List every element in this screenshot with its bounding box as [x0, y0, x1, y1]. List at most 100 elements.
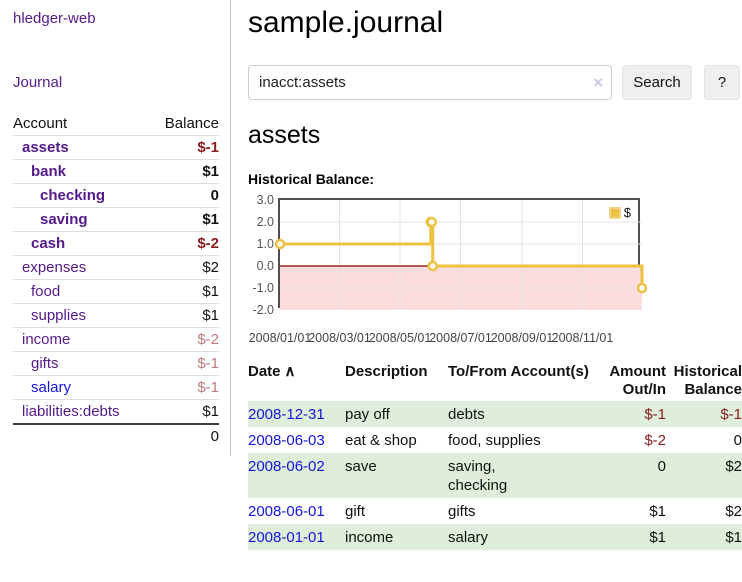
- account-balance: $1: [202, 403, 219, 420]
- legend-label: $: [623, 205, 631, 220]
- y-axis-tick-label: 1.0: [256, 237, 274, 251]
- account-balance: $1: [202, 283, 219, 300]
- accounts-total-value: 0: [210, 428, 219, 445]
- transaction-balance: $1: [725, 529, 742, 546]
- account-balance: $-1: [197, 379, 219, 396]
- sidebar-item-journal[interactable]: Journal: [13, 74, 63, 91]
- account-balance: 0: [210, 187, 219, 204]
- sidebar: hledger-web Journal Account Balance asse…: [0, 0, 231, 456]
- account-balance: $1: [202, 211, 219, 228]
- register-header-date: Date ∧: [248, 363, 296, 380]
- transaction-amount: $-2: [644, 432, 666, 449]
- account-link[interactable]: bank: [31, 163, 67, 180]
- account-link[interactable]: liabilities:debts: [22, 403, 120, 420]
- x-axis-tick-label: 2008/11/01: [551, 331, 614, 345]
- register-header-accounts: To/From Account(s): [448, 363, 589, 380]
- account-link[interactable]: assets: [22, 139, 69, 156]
- register-row: 2008-01-01 income salary $1 $1: [248, 524, 742, 550]
- main-content: sample.journal × Search ? assets Histori…: [248, 0, 742, 550]
- transaction-amount: $1: [649, 503, 666, 520]
- app-brand-link[interactable]: hledger-web: [13, 10, 96, 27]
- y-axis-tick-label: 2.0: [256, 215, 274, 229]
- transaction-description: income: [345, 529, 394, 546]
- y-axis-tick-label: 0.0: [256, 259, 274, 273]
- chart-x-axis-labels: 2008/01/01 2008/03/01 2008/05/01 2008/07/01…: [249, 328, 742, 345]
- x-axis-tick-label: 2008/03/01: [308, 331, 371, 345]
- account-balance: $-1: [197, 139, 219, 156]
- transaction-date-link[interactable]: 2008-06-03: [248, 432, 325, 449]
- sidebar-account-row: expenses $2: [13, 255, 219, 279]
- transaction-date-link[interactable]: 2008-01-01: [248, 529, 325, 546]
- transaction-amount: 0: [657, 458, 666, 475]
- transaction-date-link[interactable]: 2008-12-31: [248, 406, 325, 423]
- sidebar-account-row: assets $-1: [13, 135, 219, 159]
- transaction-date-link[interactable]: 2008-06-01: [248, 503, 325, 520]
- transaction-balance: $2: [725, 458, 742, 475]
- sidebar-account-row: bank $1: [13, 159, 219, 183]
- y-axis-tick-label: -2.0: [252, 303, 274, 317]
- data-point-marker: [274, 238, 286, 250]
- search-form: × Search ?: [248, 65, 742, 100]
- transaction-accounts: food, supplies: [448, 432, 541, 449]
- accounts-table: Account Balance assets $-1 bank $1 checking 0…: [13, 112, 219, 448]
- transaction-amount: $-1: [644, 406, 666, 423]
- sidebar-account-row: cash $-2: [13, 231, 219, 255]
- legend-swatch-icon: [608, 206, 621, 219]
- x-axis-tick-label: 2008/09/01: [490, 331, 554, 345]
- chart-legend: $: [606, 204, 633, 221]
- accounts-total-row: 0: [13, 423, 219, 448]
- account-balance: $2: [202, 259, 219, 276]
- register-header-balance: Historical Balance: [673, 363, 742, 398]
- transaction-description: eat & shop: [345, 432, 417, 449]
- x-axis-tick-label: 2008/01/01: [248, 331, 312, 345]
- account-link[interactable]: gifts: [31, 355, 59, 372]
- sidebar-account-row: income $-2: [13, 327, 219, 351]
- search-button[interactable]: Search: [622, 65, 692, 100]
- transaction-amount: $1: [649, 529, 666, 546]
- sidebar-account-row: checking 0: [13, 183, 219, 207]
- sidebar-account-row: liabilities:debts $1: [13, 399, 219, 423]
- chart-plot-area[interactable]: $: [274, 198, 648, 310]
- account-link[interactable]: expenses: [22, 259, 87, 276]
- register-header-description: Description: [345, 363, 428, 380]
- account-link[interactable]: income: [22, 331, 71, 348]
- account-link[interactable]: supplies: [31, 307, 87, 324]
- account-balance: $1: [202, 307, 219, 324]
- account-link[interactable]: food: [31, 283, 61, 300]
- account-balance: $-1: [197, 355, 219, 372]
- register-row: 2008-12-31 pay off debts $-1 $-1: [248, 401, 742, 427]
- account-balance: $-2: [197, 331, 219, 348]
- account-heading: assets: [248, 121, 321, 149]
- account-link[interactable]: saving: [40, 211, 88, 228]
- register-table: Date ∧ Description To/From Account(s) Amo…: [248, 361, 742, 550]
- transaction-accounts: gifts: [448, 503, 476, 520]
- account-link[interactable]: cash: [31, 235, 66, 252]
- register-row: 2008-06-02 save saving, checking 0 $2: [248, 453, 742, 498]
- account-balance: $1: [202, 163, 219, 180]
- search-input[interactable]: [248, 65, 612, 100]
- account-balance: $-2: [197, 235, 219, 252]
- transaction-description: pay off: [345, 406, 390, 423]
- transaction-date-link[interactable]: 2008-06-02: [248, 458, 325, 475]
- transaction-balance: $2: [725, 503, 742, 520]
- transaction-accounts: debts: [448, 406, 485, 423]
- x-axis-tick-label: 2008/07/01: [429, 331, 492, 345]
- y-axis-tick-label: -1.0: [252, 281, 274, 295]
- transaction-balance: $-1: [720, 406, 742, 423]
- accounts-header-account: Account: [13, 115, 68, 132]
- register-row: 2008-06-03 eat & shop food, supplies $-2 0: [248, 427, 742, 453]
- sidebar-account-row: food $1: [13, 279, 219, 303]
- sidebar-account-row: salary $-1: [13, 375, 219, 399]
- sidebar-account-row: saving $1: [13, 207, 219, 231]
- register-row: 2008-06-01 gift gifts $1 $2: [248, 498, 742, 524]
- clear-search-icon[interactable]: ×: [593, 73, 603, 92]
- register-header-amount: Amount Out/In: [609, 363, 666, 398]
- account-link[interactable]: checking: [40, 187, 106, 204]
- accounts-table-header: Account Balance: [13, 112, 219, 135]
- account-link[interactable]: salary: [31, 379, 72, 396]
- help-button[interactable]: ?: [704, 65, 740, 100]
- data-point-marker: [426, 216, 437, 228]
- sidebar-account-row: gifts $-1: [13, 351, 219, 375]
- data-point-marker: [427, 260, 438, 272]
- chart-title: Historical Balance:: [248, 171, 375, 187]
